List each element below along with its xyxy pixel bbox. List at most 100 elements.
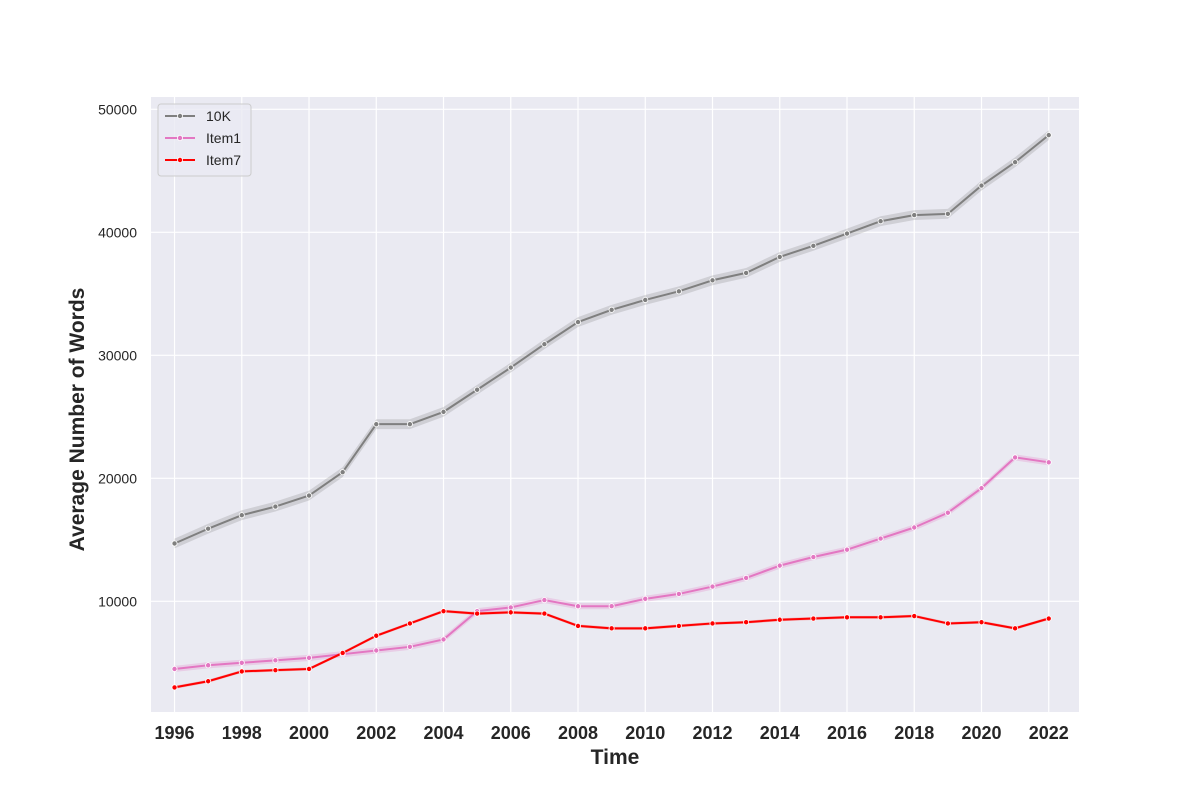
x-tick-label: 2022 xyxy=(1029,723,1069,743)
x-tick-label: 2004 xyxy=(423,723,463,743)
point-item7 xyxy=(339,649,346,656)
point-10k xyxy=(776,253,783,260)
point-item1 xyxy=(709,583,716,590)
point-item1 xyxy=(944,509,951,516)
point-item1 xyxy=(238,659,245,666)
point-item1 xyxy=(507,604,514,611)
point-item1 xyxy=(1012,454,1019,461)
point-10k xyxy=(306,492,313,499)
point-10k xyxy=(877,218,884,225)
plot-area xyxy=(151,97,1079,712)
legend: 10K Item1 Item7 xyxy=(157,103,252,177)
legend-label: Item1 xyxy=(206,130,241,146)
point-item7 xyxy=(440,608,447,615)
x-tick-label: 2008 xyxy=(558,723,598,743)
point-10k xyxy=(474,386,481,393)
point-item7 xyxy=(205,678,212,685)
x-tick-label: 2016 xyxy=(827,723,867,743)
y-tick-label: 30000 xyxy=(98,347,137,363)
y-tick-label: 10000 xyxy=(98,593,137,609)
point-10k xyxy=(373,421,380,428)
y-axis-title: Average Number of Words xyxy=(66,288,89,552)
y-tick-labels: 10000 20000 30000 40000 50000 xyxy=(98,101,137,609)
point-item7 xyxy=(306,665,313,672)
point-item7 xyxy=(709,620,716,627)
point-10k xyxy=(642,296,649,303)
point-10k xyxy=(911,212,918,219)
point-item7 xyxy=(675,622,682,629)
x-tick-label: 2010 xyxy=(625,723,665,743)
point-item7 xyxy=(642,625,649,632)
point-item1 xyxy=(1045,459,1052,466)
point-10k xyxy=(944,210,951,217)
x-tick-label: 1996 xyxy=(155,723,195,743)
point-item1 xyxy=(373,647,380,654)
point-10k xyxy=(675,288,682,295)
point-10k xyxy=(541,341,548,348)
point-10k xyxy=(272,503,279,510)
y-tick-label: 50000 xyxy=(98,101,137,117)
point-item1 xyxy=(675,590,682,597)
legend-item-10k: 10K xyxy=(165,108,232,124)
point-item7 xyxy=(272,667,279,674)
x-tick-labels: 1996 1998 2000 2002 2004 2006 2008 2010 2012 2014… xyxy=(155,723,1069,743)
point-item7 xyxy=(1045,615,1052,622)
point-item7 xyxy=(944,620,951,627)
point-item7 xyxy=(743,619,750,626)
point-item7 xyxy=(474,610,481,617)
point-item1 xyxy=(205,662,212,669)
point-10k xyxy=(406,421,413,428)
point-10k xyxy=(238,512,245,519)
point-item1 xyxy=(306,654,313,661)
point-item1 xyxy=(171,665,178,672)
point-10k xyxy=(1012,159,1019,166)
point-item7 xyxy=(844,614,851,621)
point-10k xyxy=(205,525,212,532)
series-markers xyxy=(171,132,1052,691)
point-item7 xyxy=(776,616,783,623)
x-tick-label: 2000 xyxy=(289,723,329,743)
point-item1 xyxy=(743,574,750,581)
y-tick-label: 40000 xyxy=(98,224,137,240)
point-10k xyxy=(507,364,514,371)
point-10k xyxy=(575,319,582,326)
grid-lines xyxy=(151,97,1079,712)
point-item1 xyxy=(541,597,548,604)
point-10k xyxy=(810,242,817,249)
point-item1 xyxy=(877,535,884,542)
point-10k xyxy=(339,469,346,476)
point-item7 xyxy=(406,620,413,627)
legend-item-item7: Item7 xyxy=(165,152,241,168)
point-item1 xyxy=(272,657,279,664)
point-10k xyxy=(171,540,178,547)
point-10k xyxy=(978,182,985,189)
y-tick-label: 20000 xyxy=(98,470,137,486)
point-item1 xyxy=(575,603,582,610)
legend-marker xyxy=(176,113,183,120)
point-item1 xyxy=(844,546,851,553)
point-item7 xyxy=(911,613,918,620)
x-tick-label: 2002 xyxy=(356,723,396,743)
point-item7 xyxy=(608,625,615,632)
x-tick-label: 2018 xyxy=(894,723,934,743)
legend-item-item1: Item1 xyxy=(165,130,241,146)
legend-label: Item7 xyxy=(206,152,241,168)
x-tick-label: 2006 xyxy=(491,723,531,743)
point-item1 xyxy=(776,562,783,569)
band-10k xyxy=(174,130,1049,549)
point-10k xyxy=(709,277,716,284)
point-10k xyxy=(608,306,615,313)
point-item7 xyxy=(810,615,817,622)
x-tick-label: 2012 xyxy=(692,723,732,743)
point-item7 xyxy=(238,668,245,675)
legend-marker xyxy=(176,156,183,163)
point-item1 xyxy=(911,524,918,531)
legend-label: 10K xyxy=(206,108,232,124)
point-item7 xyxy=(1012,625,1019,632)
point-item7 xyxy=(877,614,884,621)
point-item7 xyxy=(171,684,178,691)
x-axis-title: Time xyxy=(591,746,640,769)
point-item7 xyxy=(373,632,380,639)
point-item1 xyxy=(978,485,985,492)
